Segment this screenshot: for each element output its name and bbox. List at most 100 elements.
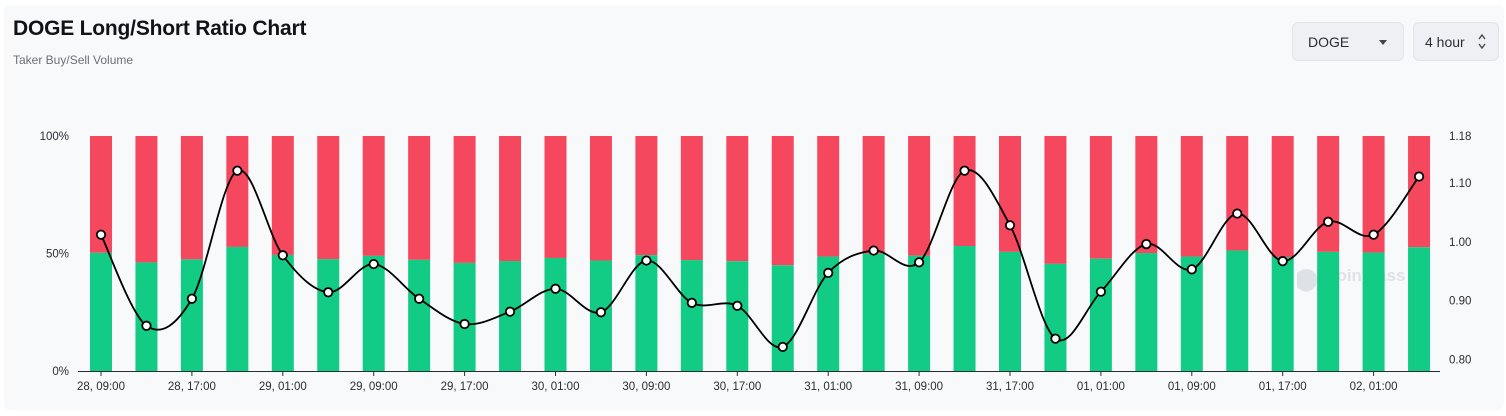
x-tick-label: 31, 17:00 bbox=[986, 381, 1034, 393]
axes: 0% 50% 100% 0.80 0.90 1.00 1.10 1.18 28, 09:00 28… bbox=[40, 131, 1472, 393]
ratio-point[interactable] bbox=[414, 293, 425, 304]
buy-bar bbox=[1362, 252, 1385, 371]
coinglass-logo-icon bbox=[1297, 269, 1318, 292]
x-tick-label: 28, 17:00 bbox=[168, 381, 216, 393]
buy-bar bbox=[453, 262, 476, 371]
chevron-down-icon bbox=[1379, 40, 1387, 45]
right-tick-label: 1.18 bbox=[1449, 131, 1471, 143]
buy-bar bbox=[362, 255, 385, 371]
left-tick-label: 100% bbox=[40, 131, 69, 143]
bars bbox=[90, 136, 1431, 371]
ratio-point[interactable] bbox=[595, 307, 607, 318]
right-tick-label: 1.10 bbox=[1449, 178, 1471, 190]
ratio-point[interactable] bbox=[1277, 256, 1288, 267]
x-tick-label: 31, 09:00 bbox=[895, 381, 943, 393]
sell-bar bbox=[1317, 136, 1340, 252]
ratio-point[interactable] bbox=[1186, 264, 1197, 275]
sell-bar bbox=[544, 136, 567, 258]
x-tick-label: 29, 09:00 bbox=[350, 381, 398, 393]
buy-bar bbox=[908, 255, 931, 371]
sell-bar bbox=[90, 136, 112, 253]
sell-bar bbox=[362, 136, 385, 256]
interval-select-value: 4 hour bbox=[1425, 33, 1465, 50]
buy-bar bbox=[635, 255, 658, 371]
ratio-point[interactable] bbox=[732, 300, 743, 311]
x-tick-label: 29, 17:00 bbox=[441, 381, 489, 393]
ratio-point[interactable] bbox=[277, 250, 288, 261]
sell-bar bbox=[1362, 136, 1385, 253]
ratio-point[interactable] bbox=[323, 287, 334, 298]
ratio-point[interactable] bbox=[368, 258, 379, 270]
buy-bar bbox=[1226, 250, 1249, 371]
ratio-point[interactable] bbox=[1368, 229, 1379, 240]
x-tick-label: 30, 09:00 bbox=[622, 381, 670, 393]
interval-select[interactable]: 4 hour bbox=[1413, 22, 1499, 61]
buy-bar bbox=[180, 259, 203, 371]
ratio-point[interactable] bbox=[459, 318, 470, 330]
ratio-point[interactable] bbox=[550, 283, 561, 294]
buy-bar bbox=[1180, 256, 1203, 371]
ratio-point[interactable] bbox=[959, 165, 970, 176]
ratio-point[interactable] bbox=[823, 267, 834, 278]
buy-bar bbox=[544, 257, 567, 371]
x-tick-label: 02, 01:00 bbox=[1350, 381, 1398, 393]
buy-bar bbox=[271, 254, 294, 371]
x-tick-label: 28, 09:00 bbox=[77, 381, 125, 393]
sell-bar bbox=[1226, 136, 1249, 251]
sell-bar bbox=[226, 136, 249, 247]
ratio-line bbox=[95, 165, 1425, 353]
ratio-point[interactable] bbox=[1141, 239, 1152, 250]
left-tick-label: 0% bbox=[52, 366, 69, 378]
buy-bar bbox=[90, 252, 112, 371]
buy-bar bbox=[1317, 251, 1340, 371]
ratio-line-path bbox=[100, 169, 1420, 349]
sell-bar bbox=[317, 136, 340, 260]
sell-bar bbox=[499, 136, 522, 262]
ratio-point[interactable] bbox=[232, 165, 243, 176]
buy-bar bbox=[226, 246, 249, 371]
buy-bar bbox=[1089, 258, 1112, 371]
ratio-point[interactable] bbox=[1050, 333, 1061, 344]
buy-bar bbox=[408, 259, 431, 371]
sell-bar bbox=[1408, 136, 1431, 248]
up-down-chevron-icon bbox=[1478, 33, 1486, 50]
ratio-point[interactable] bbox=[95, 229, 107, 240]
buy-bar bbox=[1135, 253, 1158, 371]
buy-bar bbox=[1408, 247, 1431, 371]
ratio-point[interactable] bbox=[1232, 208, 1243, 219]
symbol-select-value: DOGE bbox=[1308, 33, 1350, 50]
ratio-point[interactable] bbox=[686, 297, 697, 308]
sell-bar bbox=[1180, 136, 1203, 257]
sell-bar bbox=[1089, 136, 1112, 259]
ratio-point[interactable] bbox=[1095, 286, 1107, 297]
ratio-point[interactable] bbox=[504, 306, 516, 317]
ratio-point[interactable] bbox=[186, 293, 197, 304]
sell-bar bbox=[635, 136, 658, 256]
buy-bar bbox=[135, 262, 158, 371]
sell-bar bbox=[680, 136, 703, 261]
ratio-point[interactable] bbox=[641, 255, 652, 266]
ratio-point[interactable] bbox=[1004, 220, 1016, 231]
symbol-select[interactable]: DOGE bbox=[1292, 22, 1404, 61]
sell-bar bbox=[1044, 136, 1067, 264]
ratio-point[interactable] bbox=[141, 320, 152, 331]
sell-bar bbox=[453, 136, 476, 263]
x-tick-label: 01, 17:00 bbox=[1259, 381, 1307, 393]
page-title: DOGE Long/Short Ratio Chart bbox=[13, 17, 307, 40]
ratio-point[interactable] bbox=[1413, 171, 1425, 182]
right-tick-label: 1.00 bbox=[1449, 237, 1471, 249]
ratio-point[interactable] bbox=[913, 257, 925, 268]
ratio-point[interactable] bbox=[777, 341, 788, 353]
sell-bar bbox=[135, 136, 158, 263]
buy-bar bbox=[680, 260, 703, 371]
sell-bar bbox=[1135, 136, 1158, 254]
ratio-point[interactable] bbox=[1323, 216, 1334, 227]
sell-bar bbox=[589, 136, 612, 261]
right-tick-label: 0.80 bbox=[1449, 354, 1471, 366]
x-tick-label: 29, 01:00 bbox=[259, 381, 307, 393]
ratio-point[interactable] bbox=[868, 245, 879, 256]
sell-bar bbox=[271, 136, 294, 255]
sell-bar bbox=[999, 136, 1021, 252]
left-tick-label: 50% bbox=[46, 249, 69, 261]
